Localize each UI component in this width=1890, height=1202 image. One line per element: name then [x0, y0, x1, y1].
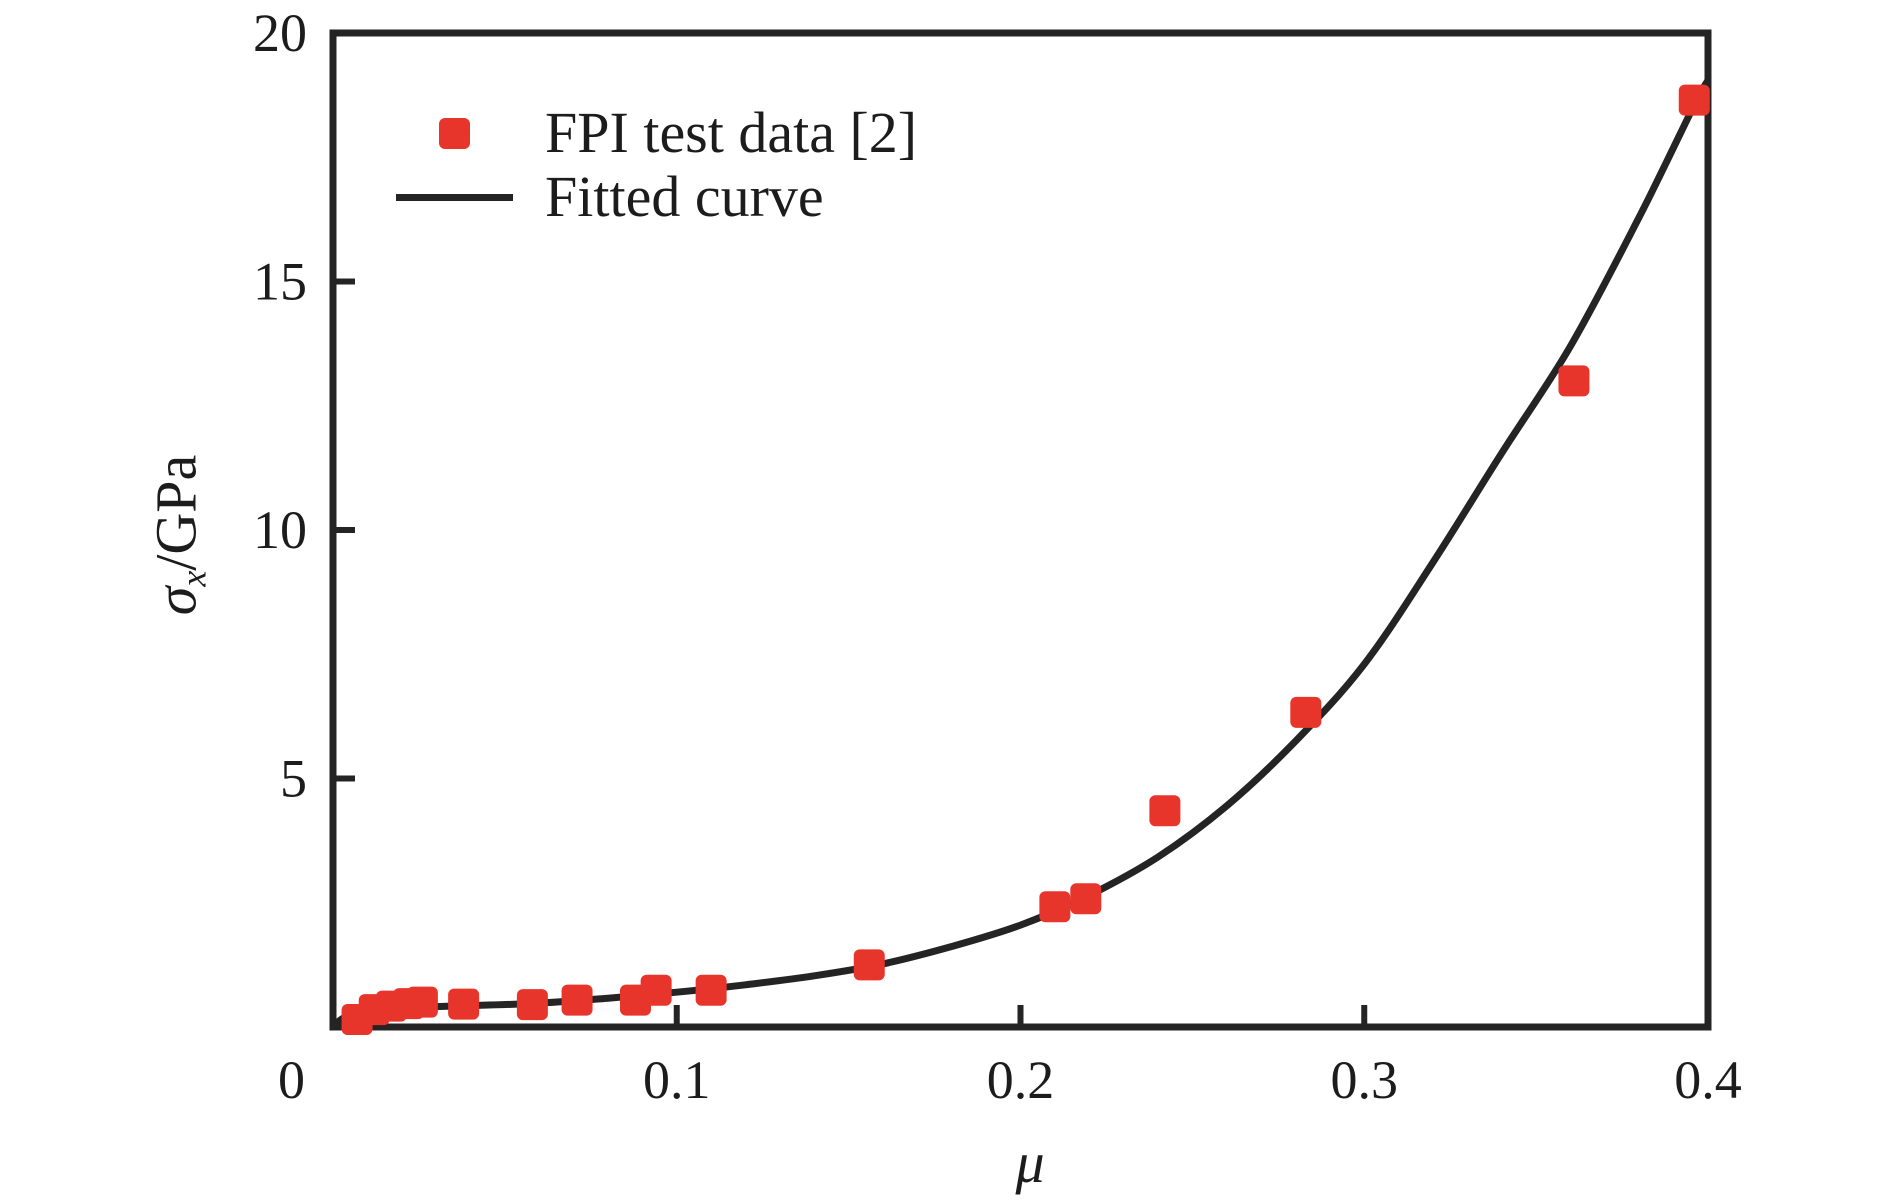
- y-tick-label: 10: [253, 500, 307, 560]
- origin-tick-label: 0: [278, 1050, 305, 1110]
- y-axis-label: σx/GPa: [143, 455, 214, 616]
- data-point-marker: [853, 949, 885, 981]
- legend-entry-fitted-curve: Fitted curve: [396, 165, 917, 229]
- legend-square-marker-icon: [439, 117, 470, 149]
- legend-entry-test-data: FPI test data [2]: [396, 101, 917, 165]
- data-point-marker: [406, 986, 438, 1018]
- x-tick-label: 0.3: [1331, 1050, 1399, 1110]
- data-point-marker: [695, 974, 727, 1006]
- data-point-marker: [1558, 365, 1590, 397]
- legend-label-fitted-curve: Fitted curve: [545, 164, 824, 229]
- legend: FPI test data [2] Fitted curve: [396, 101, 917, 229]
- plot-frame: [329, 29, 1712, 1031]
- legend-line-icon: [396, 193, 513, 201]
- y-tick-label: 5: [280, 749, 307, 809]
- legend-label-test-data: FPI test data [2]: [545, 100, 918, 165]
- data-point-marker: [516, 989, 548, 1021]
- x-tick-label: 0.2: [987, 1050, 1055, 1110]
- data-point-marker: [1039, 891, 1071, 923]
- data-point-marker: [1678, 84, 1710, 116]
- y-tick-label: 20: [253, 3, 307, 63]
- x-tick-label: 0.1: [643, 1050, 711, 1110]
- data-point-marker: [1070, 883, 1102, 915]
- data-point-marker: [640, 974, 672, 1006]
- data-point-marker: [448, 988, 480, 1020]
- y-axis-label-unit: /GPa: [143, 454, 209, 571]
- data-point-marker: [1149, 795, 1181, 827]
- x-tick-label: 0.4: [1674, 1050, 1742, 1110]
- x-axis-label: μ: [1015, 1130, 1045, 1195]
- y-axis-label-sigma: σ: [143, 586, 209, 616]
- data-point-marker: [561, 984, 593, 1016]
- data-point-marker: [1290, 696, 1322, 728]
- y-axis-label-subscript: x: [173, 570, 214, 587]
- y-tick-label: 15: [253, 252, 307, 312]
